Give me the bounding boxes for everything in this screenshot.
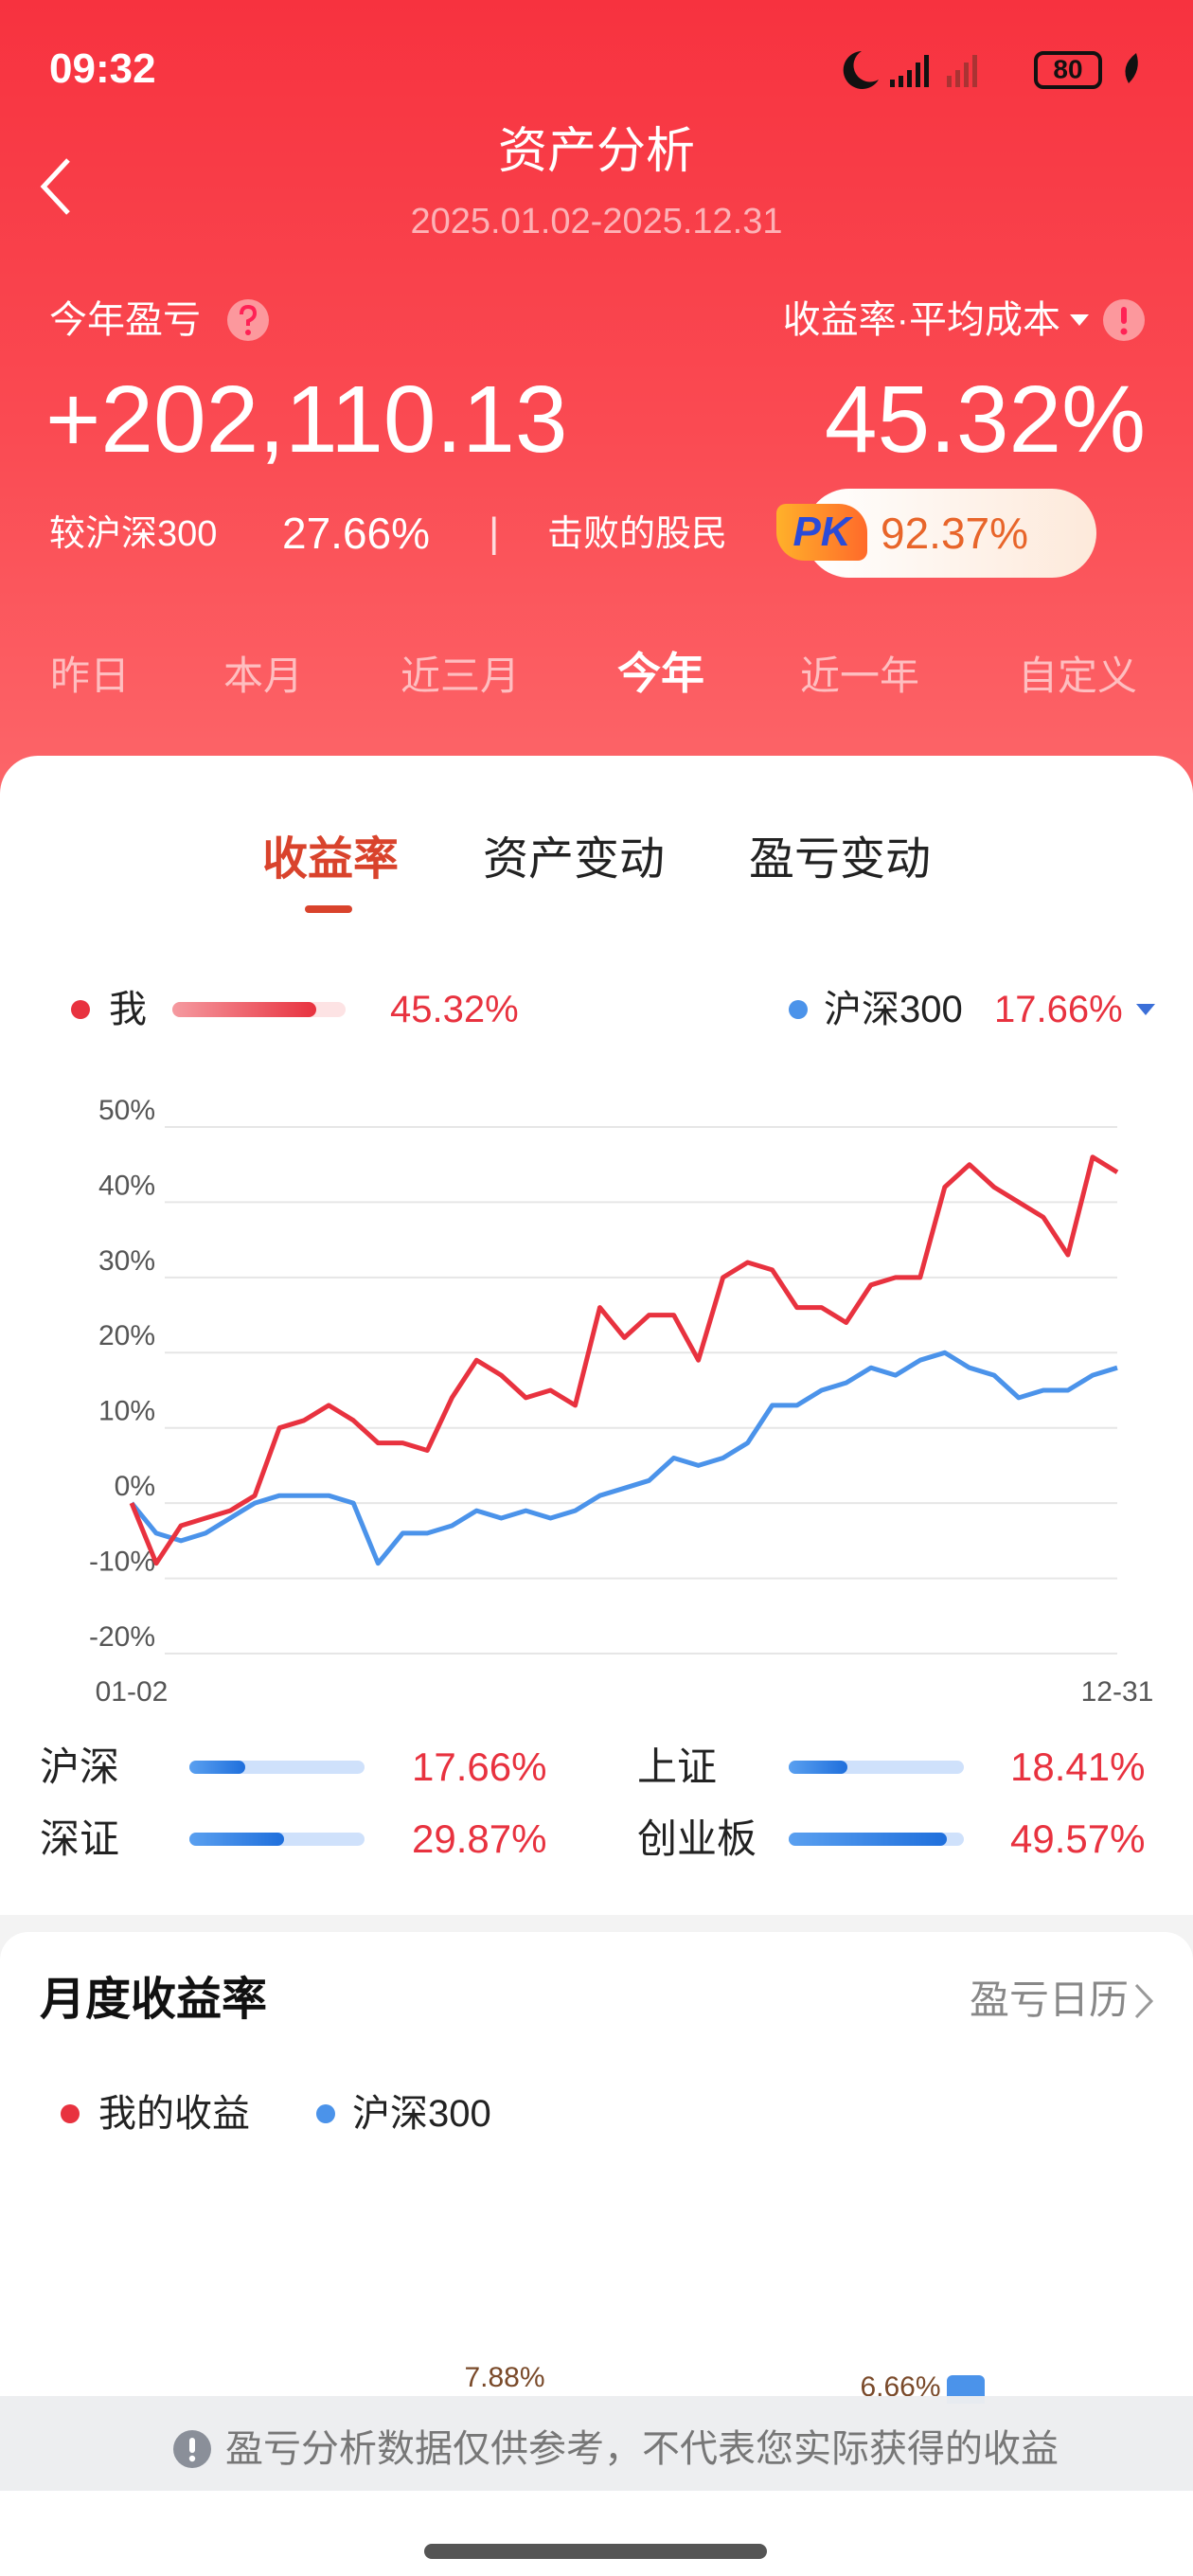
index-name: 深证	[40, 1816, 120, 1861]
index-value: 29.87%	[412, 1816, 547, 1861]
monthly-title: 月度收益率	[40, 1975, 268, 2025]
status-time: 09:32	[49, 45, 156, 92]
y-tick-label: 0%	[115, 1471, 155, 1502]
period-tab[interactable]: 本月	[223, 653, 303, 698]
y-tick-label: 20%	[98, 1320, 155, 1351]
bottom-area	[0, 2491, 1193, 2576]
legend-dot	[789, 1000, 808, 1019]
info-icon[interactable]	[1101, 297, 1147, 343]
vs-label: 较沪深300	[49, 514, 218, 554]
x-tick-label: 01-02	[96, 1676, 169, 1708]
line-chart: -20% -10% 0% 10% 20% 30% 40% 50% 01-02 12-31	[89, 1095, 1154, 1708]
dropdown-icon	[1070, 314, 1089, 326]
back-button[interactable]	[38, 156, 76, 217]
leaf-icon	[1125, 53, 1138, 83]
return-rate: 45.32%	[824, 367, 1146, 473]
chart-card	[0, 756, 1193, 1915]
index-value: 49.57%	[1010, 1816, 1146, 1861]
y-tick-label: -10%	[89, 1546, 155, 1577]
dropdown-icon[interactable]	[1134, 1002, 1157, 1017]
index-name: 沪深	[40, 1744, 120, 1789]
chart-tab[interactable]: 盈亏变动	[748, 834, 931, 885]
series-line	[129, 1154, 1119, 1566]
chart-tab[interactable]: 资产变动	[482, 834, 665, 885]
beat-value: 92.37%	[881, 509, 1029, 558]
chart-tab[interactable]: 收益率	[261, 834, 399, 885]
series-line	[130, 1350, 1118, 1566]
index-name: 上证	[637, 1744, 718, 1789]
index-bar	[789, 1761, 847, 1774]
notice-icon	[173, 2430, 211, 2468]
status-icons: 80	[843, 51, 1138, 89]
y-tick-label: 40%	[98, 1170, 155, 1201]
moon-icon	[843, 51, 879, 89]
date-range: 2025.01.02-2025.12.31	[410, 202, 783, 242]
profit-amount: +202,110.13	[45, 367, 568, 473]
period-tab[interactable]: 近一年	[799, 653, 919, 698]
period-tab[interactable]: 今年	[617, 649, 704, 698]
pk-badge: PK	[776, 504, 867, 561]
metric-selector[interactable]: 收益率·平均成本	[782, 299, 1060, 341]
period-tab[interactable]: 昨日	[49, 653, 130, 698]
legend-dot	[71, 1000, 90, 1019]
legend-dot	[61, 2104, 80, 2123]
y-tick-label: -20%	[89, 1621, 155, 1653]
home-indicator	[424, 2544, 767, 2559]
x-tick-label: 12-31	[1081, 1676, 1154, 1708]
y-tick-label: 10%	[98, 1396, 155, 1427]
period-tab[interactable]: 自定义	[1017, 653, 1137, 698]
index-bar	[789, 1833, 947, 1846]
legend-name: 沪深300	[824, 989, 963, 1030]
index-bar	[189, 1761, 246, 1774]
chevron-icon	[1134, 1983, 1154, 2019]
period-tab[interactable]: 近三月	[400, 653, 520, 698]
index-value: 17.66%	[412, 1744, 547, 1789]
legend-dot	[316, 2104, 335, 2123]
index-name: 创业板	[637, 1816, 757, 1861]
index-bar	[189, 1833, 285, 1846]
battery-level: 80	[1053, 54, 1082, 83]
vs-value: 27.66%	[282, 509, 431, 558]
header-background	[0, 0, 1193, 852]
battery-icon	[1034, 51, 1102, 89]
signal-icon	[890, 55, 929, 87]
index-value: 18.41%	[1010, 1744, 1146, 1789]
help-icon[interactable]	[225, 297, 271, 343]
y-tick-label: 30%	[98, 1245, 155, 1277]
tab-indicator	[305, 905, 352, 913]
notice-text: 盈亏分析数据仅供参考，不代表您实际获得的收益	[225, 2428, 1059, 2470]
signal-icon-2	[947, 55, 977, 87]
separator: |	[489, 510, 500, 556]
legend-value: 17.66%	[994, 989, 1123, 1030]
beat-label: 击败的股民	[547, 514, 728, 554]
page-title: 资产分析	[497, 124, 695, 179]
y-tick-label: 50%	[98, 1095, 155, 1126]
legend-value: 45.32%	[390, 989, 519, 1030]
legend-name: 我的收益	[98, 2093, 250, 2135]
calendar-link[interactable]: 盈亏日历	[969, 1977, 1129, 2022]
monthly-value-label: 7.88%	[464, 2362, 545, 2393]
legend-name: 我	[109, 989, 147, 1030]
legend-name: 沪深300	[352, 2093, 491, 2135]
legend-bar	[172, 1002, 316, 1017]
profit-label: 今年盈亏	[49, 299, 201, 341]
